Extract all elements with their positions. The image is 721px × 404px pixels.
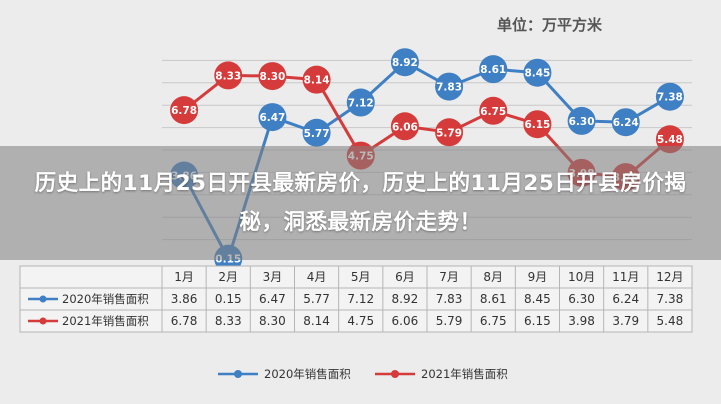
- table-header-cell: 7月: [439, 270, 459, 284]
- table-value-cell: 7.12: [347, 292, 374, 306]
- data-point: [170, 96, 199, 125]
- table-value-cell: 7.38: [657, 292, 684, 306]
- table-value-cell: 7.83: [436, 292, 463, 306]
- data-point: [523, 58, 552, 87]
- data-point: [302, 118, 331, 147]
- data-point: [479, 55, 508, 84]
- data-point: [567, 106, 596, 135]
- table-row-label: 2021年销售面积: [62, 314, 149, 328]
- data-label: 7.83: [436, 82, 462, 94]
- table-value-cell: 5.79: [436, 314, 463, 328]
- table-header-cell: 4月: [307, 270, 327, 284]
- table-header-cell: 8月: [483, 270, 503, 284]
- legend-marker: [391, 370, 399, 378]
- data-label: 6.75: [480, 106, 506, 118]
- data-label: 6.15: [524, 119, 550, 131]
- legend-label: 2020年销售面积: [264, 367, 351, 381]
- table-value-cell: 4.75: [347, 314, 374, 328]
- table-frame: [19, 265, 693, 333]
- data-label: 8.92: [392, 57, 418, 69]
- table-value-cell: 6.75: [480, 314, 507, 328]
- table-header-cell: 1月: [174, 270, 194, 284]
- data-label: 6.24: [613, 117, 639, 129]
- table-value-cell: 5.48: [657, 314, 684, 328]
- data-label: 6.06: [392, 121, 418, 133]
- data-point: [302, 65, 331, 94]
- banner-title: 历史上的11月25日开县最新房价，历史上的11月25日开县房价揭秘，洞悉最新房价…: [34, 171, 687, 235]
- title-banner: 历史上的11月25日开县最新房价，历史上的11月25日开县房价揭秘，洞悉最新房价…: [0, 146, 721, 260]
- table-value-cell: 3.98: [568, 314, 595, 328]
- table-value-cell: 6.15: [524, 314, 551, 328]
- unit-label: 单位：万平方米: [497, 16, 603, 34]
- data-point: [346, 88, 375, 117]
- data-label: 8.61: [480, 64, 506, 76]
- data-table: 1月 2月 3月 4月 5月 6月 7月 8月 9月 10月 11月 12月 2020年销售面积 3.86…: [19, 265, 693, 333]
- data-point: [214, 61, 243, 90]
- data-point: [435, 72, 464, 101]
- data-point: [258, 62, 287, 91]
- table-value-cell: 8.30: [259, 314, 286, 328]
- data-label: 5.79: [436, 127, 462, 139]
- data-label: 8.45: [524, 68, 550, 80]
- data-point: [655, 82, 684, 111]
- table-header-cell: 3月: [263, 270, 283, 284]
- data-point: [390, 112, 419, 141]
- data-label: 6.78: [171, 105, 197, 117]
- data-point: [258, 103, 287, 132]
- table-header-cell: 2月: [218, 270, 238, 284]
- data-point: [479, 96, 508, 125]
- data-label: 5.77: [304, 128, 330, 140]
- table-header-cell: 6月: [395, 270, 415, 284]
- table-header-cell: 5月: [351, 270, 371, 284]
- legend: 2020年销售面积 2021年销售面积: [218, 367, 508, 381]
- table-row-label: 2020年销售面积: [62, 292, 149, 306]
- table-value-cell: 8.61: [480, 292, 507, 306]
- data-point: [523, 110, 552, 139]
- table-legend-marker: [39, 295, 47, 303]
- table-header-cell: 11月: [612, 270, 639, 284]
- table-value-cell: 8.33: [215, 314, 242, 328]
- table-value-cell: 3.79: [612, 314, 639, 328]
- data-label: 6.47: [259, 112, 285, 124]
- data-point: [435, 118, 464, 147]
- legend-label: 2021年销售面积: [421, 367, 508, 381]
- table-value-cell: 8.45: [524, 292, 551, 306]
- table-legend-marker: [39, 317, 47, 325]
- data-label: 8.33: [215, 70, 241, 82]
- data-label: 6.30: [569, 116, 595, 128]
- table-header-cell: 10月: [568, 270, 595, 284]
- data-point: [390, 48, 419, 77]
- table-value-cell: 8.92: [392, 292, 419, 306]
- data-label: 7.38: [657, 92, 683, 104]
- table-value-cell: 6.24: [612, 292, 639, 306]
- data-label: 7.12: [348, 98, 374, 110]
- table-value-cell: 6.30: [568, 292, 595, 306]
- table-value-cell: 3.86: [171, 292, 198, 306]
- data-label: 5.48: [657, 134, 683, 146]
- legend-marker: [234, 370, 242, 378]
- table-header-cell: 12月: [656, 270, 683, 284]
- table-value-cell: 6.06: [392, 314, 419, 328]
- data-label: 8.14: [304, 75, 330, 87]
- data-point: [611, 108, 640, 137]
- table-value-cell: 5.77: [303, 292, 330, 306]
- data-label: 8.30: [259, 71, 285, 83]
- table-value-cell: 8.14: [303, 314, 330, 328]
- table-header-cell: 9月: [528, 270, 548, 284]
- table-value-cell: 6.47: [259, 292, 286, 306]
- table-value-cell: 6.78: [171, 314, 198, 328]
- table-value-cell: 0.15: [215, 292, 242, 306]
